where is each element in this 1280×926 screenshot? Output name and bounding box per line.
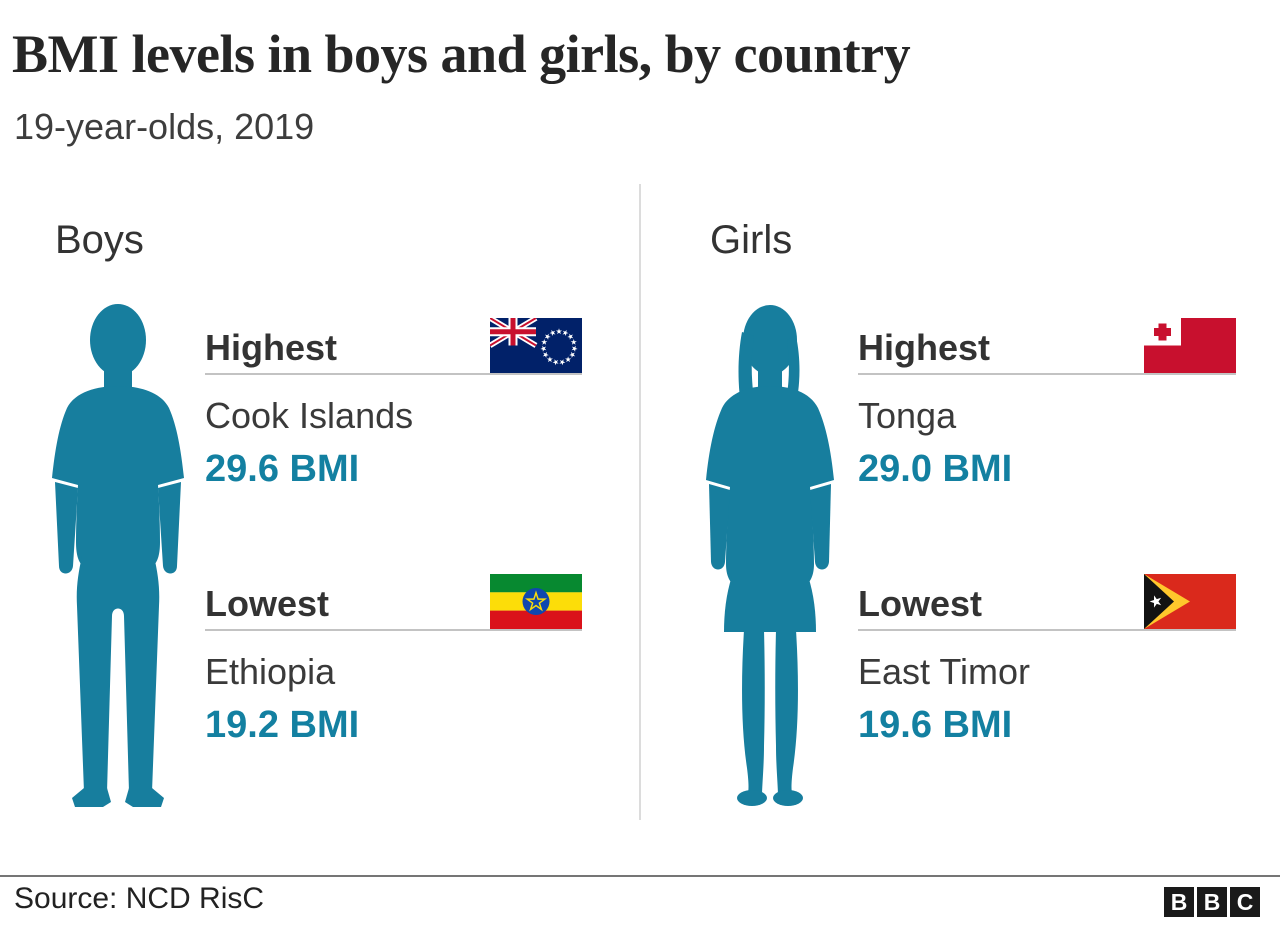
source-credit: Source: NCD RisC bbox=[14, 882, 265, 915]
cook-islands-flag-icon bbox=[490, 318, 582, 373]
boys-highest-heading: Highest bbox=[205, 327, 338, 368]
ethiopia-flag-icon bbox=[490, 574, 582, 629]
girls-lowest-header: Lowest bbox=[858, 574, 1236, 631]
boys-lowest-heading: Lowest bbox=[205, 583, 330, 624]
boys-lowest-value: 19.2 BMI bbox=[205, 704, 360, 747]
boys-lowest-block: Lowest Ethiopia 19.2 BMI bbox=[205, 574, 582, 748]
page-subtitle: 19-year-olds, 2019 bbox=[14, 106, 315, 147]
girls-lowest-heading: Lowest bbox=[858, 583, 983, 624]
boy-silhouette-icon bbox=[52, 304, 184, 807]
boys-lowest-country: Ethiopia bbox=[205, 651, 336, 692]
girls-info-panel: Highest Tonga 29.0 BMI Lowest East Timor… bbox=[858, 318, 1236, 768]
boys-highest-block: Highest bbox=[205, 318, 582, 492]
boys-info-panel: Highest bbox=[205, 318, 582, 768]
bbc-logo-letter-1: B bbox=[1164, 887, 1194, 917]
girls-column-label: Girls bbox=[710, 218, 793, 262]
girls-lowest-value: 19.6 BMI bbox=[858, 704, 1013, 747]
bbc-logo-letter-2: B bbox=[1197, 887, 1227, 917]
girls-highest-header: Highest bbox=[858, 318, 1236, 375]
bbc-logo: B B C bbox=[1164, 887, 1260, 917]
girls-lowest-block: Lowest East Timor 19.6 BMI bbox=[858, 574, 1236, 748]
girl-silhouette-icon bbox=[706, 305, 834, 806]
boys-highest-value: 29.6 BMI bbox=[205, 448, 360, 491]
east-timor-flag-icon bbox=[1144, 574, 1236, 629]
boys-highest-header: Highest bbox=[205, 318, 582, 375]
boys-lowest-header: Lowest bbox=[205, 574, 582, 631]
bbc-logo-letter-3: C bbox=[1230, 887, 1260, 917]
girls-highest-block: Highest Tonga 29.0 BMI bbox=[858, 318, 1236, 492]
column-divider bbox=[639, 184, 641, 820]
girls-highest-value: 29.0 BMI bbox=[858, 448, 1013, 491]
girls-lowest-country: East Timor bbox=[858, 651, 1031, 692]
page-title: BMI levels in boys and girls, by country bbox=[12, 24, 911, 84]
boys-highest-country: Cook Islands bbox=[205, 395, 414, 436]
tonga-flag-icon bbox=[1144, 318, 1236, 373]
boys-column-label: Boys bbox=[55, 218, 144, 262]
girls-highest-country: Tonga bbox=[858, 395, 957, 436]
footer-rule bbox=[0, 875, 1280, 877]
girls-highest-heading: Highest bbox=[858, 327, 991, 368]
